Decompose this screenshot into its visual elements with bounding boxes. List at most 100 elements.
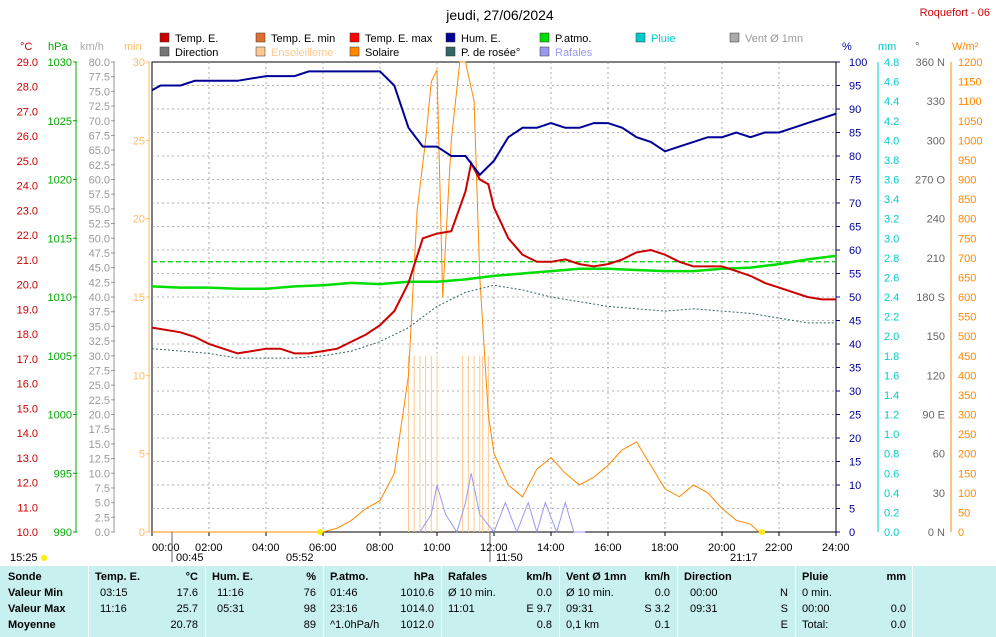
kmh-axis-label: 42.5 xyxy=(89,277,110,289)
mm-axis-label: 0.4 xyxy=(884,488,899,500)
marker-time-sunset: 21:17 xyxy=(730,552,758,564)
pct-axis-label: 40 xyxy=(849,339,861,351)
wm2-axis-label: 1200 xyxy=(958,57,982,69)
header-vent-unit: km/h xyxy=(644,571,670,583)
kmh-axis-label: 52.5 xyxy=(89,219,110,231)
temp-value: 25.7 xyxy=(176,603,198,615)
deg-axis-label: 330 xyxy=(927,96,945,108)
pct-axis-label: 90 xyxy=(849,104,861,116)
table-row: Valeur Min 03:15 17.6 11:16 76 01:46 1010.6 Ø 1… xyxy=(0,587,996,603)
marker-time-sunrise: 05:52 xyxy=(286,552,314,564)
deg-axis-label: 30 xyxy=(933,488,945,500)
wm2-axis-label: 1050 xyxy=(958,116,982,128)
deg-axis-label: 210 xyxy=(927,253,945,265)
wm2-axis-label: 150 xyxy=(958,468,976,480)
wm2-axis-label: 800 xyxy=(958,214,976,226)
direction-time: 00:00 xyxy=(690,587,718,599)
legend-label: Temp. E. xyxy=(175,33,218,45)
pct-axis-label: 0 xyxy=(849,527,855,539)
direction-value: S xyxy=(780,603,788,615)
rafales-value: 0.0 xyxy=(536,587,552,599)
mm-axis-label: 3.6 xyxy=(884,175,899,187)
kmh-axis-label: 37.5 xyxy=(89,307,110,319)
table-separator xyxy=(88,566,89,637)
kmh-axis-label: 22.5 xyxy=(89,395,110,407)
hpa-axis-label: 995 xyxy=(54,468,72,480)
pct-axis-label: 70 xyxy=(849,198,861,210)
pct-axis-label: 35 xyxy=(849,363,861,375)
temp-axis-label: 15.0 xyxy=(17,403,38,415)
temp-axis-label: 27.0 xyxy=(17,106,38,118)
hpa-axis-label: 1020 xyxy=(48,175,72,187)
table-separator xyxy=(323,566,324,637)
legend-label: P. de rosée° xyxy=(461,47,520,59)
marker-dot xyxy=(41,555,47,561)
series-dewpoint xyxy=(151,284,836,359)
hpa-axis-label: 1015 xyxy=(48,233,72,245)
patmo-time: 23:16 xyxy=(330,603,358,615)
legend-swatch xyxy=(159,46,170,57)
rafales-value: 0.8 xyxy=(536,619,552,631)
legend-label: Direction xyxy=(175,47,218,59)
table-row: Moyenne 20.78 89 ^1.0hPa/h 1012.0 0.8 0,1 km 0.… xyxy=(0,619,996,635)
hum-time: 05:31 xyxy=(217,603,245,615)
unit-hpa: hPa xyxy=(48,41,68,53)
legend-swatch xyxy=(255,46,266,57)
x-tick-label: 14:00 xyxy=(537,542,565,554)
wm2-axis-label: 850 xyxy=(958,194,976,206)
min-axis-label: 5 xyxy=(139,449,145,461)
temp-time: 03:15 xyxy=(100,587,128,599)
series-temp xyxy=(151,160,836,355)
x-tick-label: 24:00 xyxy=(822,542,850,554)
legend-swatch xyxy=(159,32,170,43)
kmh-axis-label: 35.0 xyxy=(89,321,110,333)
vent-time: 0,1 km xyxy=(566,619,600,631)
row-label: Valeur Min xyxy=(8,587,64,599)
pct-axis-label: 45 xyxy=(849,316,861,328)
mm-axis-label: 2.6 xyxy=(884,272,899,284)
hum-value: 89 xyxy=(303,619,316,631)
wm2-axis-label: 550 xyxy=(958,312,976,324)
legend-label: Hum. E. xyxy=(461,33,501,45)
patmo-time: ^1.0hPa/h xyxy=(330,619,380,631)
pct-axis-label: 20 xyxy=(849,433,861,445)
temp-axis-label: 12.0 xyxy=(17,478,38,490)
mm-axis-label: 1.2 xyxy=(884,410,899,422)
temp-axis-label: 20.0 xyxy=(17,280,38,292)
temp-axis-label: 28.0 xyxy=(17,82,38,94)
kmh-axis-label: 17.5 xyxy=(89,424,110,436)
kmh-axis-label: 2.5 xyxy=(95,512,110,524)
min-axis-label: 25 xyxy=(133,135,145,147)
wm2-axis-label: 250 xyxy=(958,429,976,441)
deg-axis-label: 120 xyxy=(927,370,945,382)
deg-axis-label: 0 N xyxy=(928,527,945,539)
kmh-axis-label: 12.5 xyxy=(89,454,110,466)
temp-time: 11:16 xyxy=(100,603,127,615)
unit-temp: °C xyxy=(20,41,32,53)
legend-label: Temp. E. min xyxy=(271,33,335,45)
x-tick-label: 04:00 xyxy=(252,542,280,554)
kmh-axis-label: 10.0 xyxy=(89,468,110,480)
unit-pct: % xyxy=(842,41,852,53)
legend-label: Ensoleilleme xyxy=(271,47,333,59)
x-tick-label: 22:00 xyxy=(765,542,793,554)
deg-axis-label: 90 E xyxy=(922,410,945,422)
wm2-axis-label: 0 xyxy=(958,527,964,539)
temp-axis-label: 23.0 xyxy=(17,205,38,217)
statistics-table: Sonde Temp. E. °C Hum. E.% P.atmo. hPa Rafales… xyxy=(0,566,996,637)
kmh-axis-label: 47.5 xyxy=(89,248,110,260)
deg-axis-label: 270 O xyxy=(915,175,945,187)
deg-axis-label: 180 S xyxy=(916,292,945,304)
kmh-axis-label: 25.0 xyxy=(89,380,110,392)
x-tick-label: 02:00 xyxy=(195,542,223,554)
direction-value: N xyxy=(780,587,788,599)
patmo-value: 1012.0 xyxy=(400,619,434,631)
table-separator xyxy=(441,566,442,637)
temp-axis-label: 22.0 xyxy=(17,230,38,242)
deg-axis-label: 300 xyxy=(927,135,945,147)
wm2-axis-label: 950 xyxy=(958,155,976,167)
pct-axis-label: 100 xyxy=(849,57,867,69)
pct-axis-label: 85 xyxy=(849,128,861,140)
x-tick-label: 16:00 xyxy=(594,542,622,554)
temp-axis-label: 19.0 xyxy=(17,304,38,316)
